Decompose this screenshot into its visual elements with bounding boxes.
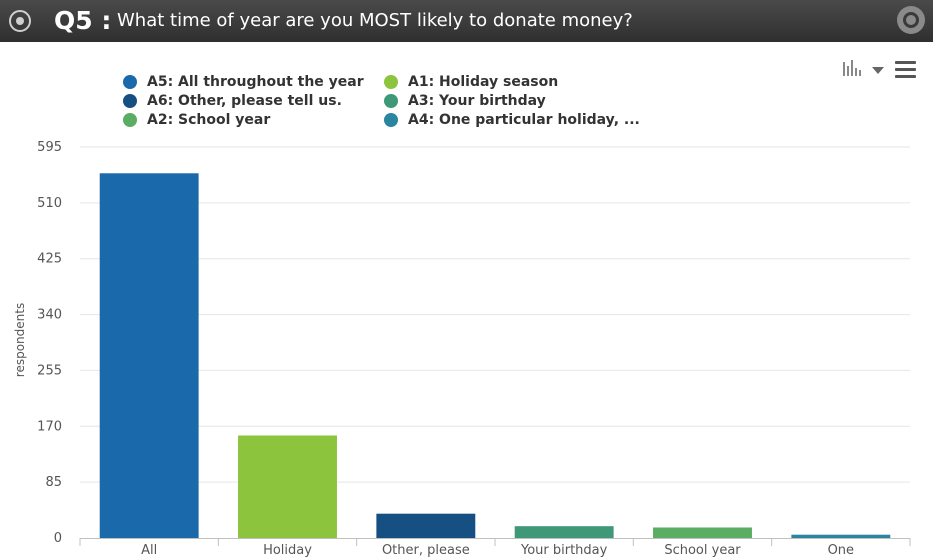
y-axis-ticks: 0 85 170 255 340 425 510 595 (37, 140, 62, 546)
bar-4[interactable] (653, 527, 752, 538)
legend-dot-icon (384, 74, 398, 89)
question-text: What time of year are you MOST likely to… (117, 10, 633, 31)
bar-chart-icon[interactable] (843, 60, 863, 76)
x-tick-label: Other, please (382, 543, 470, 558)
legend-dot-icon (384, 93, 398, 108)
bar-2[interactable] (376, 513, 476, 538)
x-axis: All Holiday Other, please Your birthday Scho… (79, 538, 911, 558)
y-tick-label: 340 (37, 308, 62, 323)
x-tick-label: School year (664, 543, 741, 558)
y-tick-label: 510 (37, 196, 62, 211)
x-tick-label: Holiday (263, 543, 312, 558)
radio-selected-icon[interactable] (9, 10, 31, 32)
legend-label: A3: Your birthday (408, 92, 546, 109)
bar-3[interactable] (514, 526, 614, 538)
y-tick-label: 170 (37, 419, 62, 434)
question-number: Q5 : (54, 6, 112, 35)
chart-bars (99, 173, 891, 539)
chart-gridlines (80, 146, 910, 483)
x-tick-label: Your birthday (520, 543, 608, 558)
legend-item-a5[interactable]: A5: All throughout the year (123, 72, 364, 91)
y-axis-label: respondents (13, 303, 27, 377)
question-header: Q5 : What time of year are you MOST like… (0, 0, 933, 42)
legend-dot-icon (123, 74, 137, 89)
app-logo-icon[interactable] (897, 6, 925, 34)
bar-1[interactable] (238, 435, 337, 538)
legend-item-a3[interactable]: A3: Your birthday (384, 91, 546, 110)
legend-label: A2: School year (147, 111, 271, 128)
bar-0[interactable] (99, 173, 199, 539)
legend-item-a4[interactable]: A4: One particular holiday, ... (384, 110, 640, 129)
y-tick-label: 595 (37, 140, 62, 155)
bar-5[interactable] (791, 534, 891, 538)
legend-dot-icon (123, 93, 137, 108)
x-tick-label: One (828, 543, 854, 558)
legend-label: A6: Other, please tell us. (147, 92, 342, 109)
legend-dot-icon (384, 112, 398, 127)
y-tick-label: 85 (45, 475, 62, 490)
y-tick-label: 255 (37, 363, 62, 378)
legend-label: A1: Holiday season (408, 73, 559, 90)
legend-item-a6[interactable]: A6: Other, please tell us. (123, 91, 342, 110)
x-tick-label: All (141, 543, 157, 558)
caret-down-icon[interactable] (872, 67, 884, 74)
legend-label: A5: All throughout the year (147, 73, 364, 90)
legend-dot-icon (123, 112, 137, 127)
legend-item-a2[interactable]: A2: School year (123, 110, 270, 129)
y-tick-label: 425 (37, 252, 62, 267)
legend-item-a1[interactable]: A1: Holiday season (384, 72, 558, 91)
hamburger-menu-icon[interactable] (895, 61, 916, 78)
legend-label: A4: One particular holiday, ... (408, 111, 640, 128)
y-tick-label: 0 (54, 531, 62, 546)
